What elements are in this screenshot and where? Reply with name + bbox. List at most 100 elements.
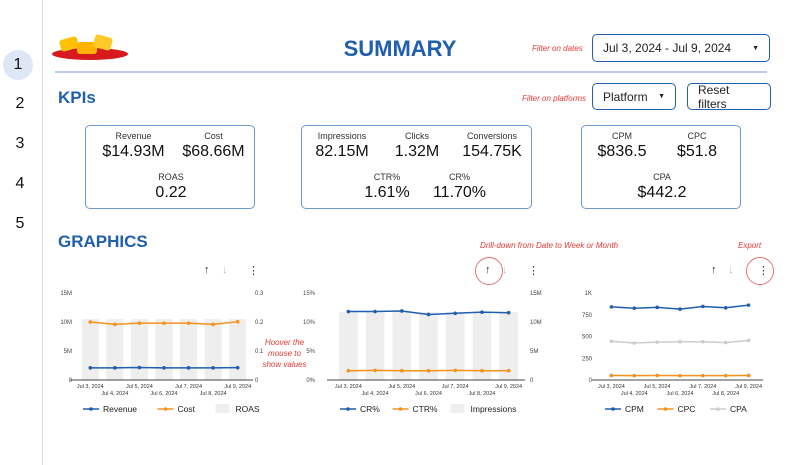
drill-down-icon[interactable]: ↓ bbox=[728, 264, 734, 276]
page-1[interactable]: 1 bbox=[3, 50, 33, 80]
drill-up-icon[interactable]: ↑ bbox=[485, 264, 491, 276]
cpc-label: CPC bbox=[687, 131, 707, 141]
bar-roas bbox=[81, 319, 99, 380]
point-revenue bbox=[235, 365, 240, 370]
legend-label: Cost bbox=[178, 404, 196, 414]
x-tick-label: Jul 6, 2024 bbox=[415, 391, 442, 397]
point-revenue bbox=[113, 366, 117, 370]
y2-tick-label: 0.1 bbox=[255, 349, 264, 355]
x-tick-label: Jul 5, 2024 bbox=[388, 384, 415, 390]
point-ctrpct bbox=[346, 368, 351, 373]
point-cpa bbox=[655, 340, 659, 344]
more-options-icon[interactable]: ⋮ bbox=[248, 265, 259, 277]
legend-swatch-dot bbox=[346, 407, 350, 411]
point-cost bbox=[113, 322, 117, 327]
x-tick-label: Jul 3, 2024 bbox=[598, 384, 625, 390]
page-4[interactable]: 4 bbox=[15, 175, 25, 192]
point-cpa bbox=[746, 338, 751, 343]
y-tick-label: 1K bbox=[585, 291, 592, 297]
x-tick-label: Jul 3, 2024 bbox=[335, 384, 362, 390]
y2-tick-label: 0.3 bbox=[255, 291, 264, 297]
x-tick-label: Jul 8, 2024 bbox=[468, 391, 495, 397]
drill-down-icon[interactable]: ↓ bbox=[502, 264, 508, 276]
x-tick-label: Jul 6, 2024 bbox=[151, 391, 178, 397]
kpi-card-costs: CPM $836.5 CPC $51.8 CPA $442.2 bbox=[581, 125, 741, 209]
y2-tick-label: 0 bbox=[530, 378, 534, 384]
page-2[interactable]: 2 bbox=[15, 95, 25, 112]
revenue-label: Revenue bbox=[115, 131, 152, 141]
point-revenue bbox=[88, 366, 93, 370]
bar-impressions bbox=[419, 312, 438, 380]
y-tick-label: 5M bbox=[64, 349, 72, 355]
ctr-value: 1.61% bbox=[364, 184, 410, 201]
drill-up-icon[interactable]: ↑ bbox=[204, 264, 210, 276]
revenue-value: $14.93M bbox=[102, 143, 165, 160]
cr-label: CR% bbox=[448, 172, 470, 182]
bar-impressions bbox=[472, 312, 492, 380]
x-tick-label: Jul 9, 2024 bbox=[224, 384, 251, 390]
more-options-icon[interactable]: ⋮ bbox=[758, 265, 769, 277]
more-options-icon[interactable]: ⋮ bbox=[528, 265, 539, 277]
x-tick-label: Jul 7, 2024 bbox=[175, 384, 202, 390]
cpa-label: CPA bbox=[653, 172, 671, 182]
point-cost bbox=[235, 319, 240, 324]
legend-swatch-dot bbox=[663, 407, 668, 411]
date-filter-note: Filter on dates bbox=[532, 44, 583, 53]
page-5[interactable]: 5 bbox=[15, 215, 25, 232]
date-range-value: Jul 3, 2024 - Jul 9, 2024 bbox=[603, 41, 732, 55]
bar-impressions bbox=[392, 312, 412, 380]
y2-tick-label: 15M bbox=[530, 291, 542, 297]
y-tick-label: 10M bbox=[60, 320, 72, 326]
cpm-value: $836.5 bbox=[597, 143, 647, 160]
point-cost bbox=[211, 322, 215, 327]
reset-filters-button[interactable]: Reset filters bbox=[687, 83, 771, 111]
legend-swatch-dot bbox=[163, 407, 168, 411]
platform-dropdown[interactable]: Platform ▼ bbox=[592, 83, 676, 110]
legend-swatch bbox=[450, 404, 465, 413]
drill-highlight bbox=[475, 257, 503, 285]
bar-roas bbox=[106, 319, 124, 380]
drill-note: Drill-down from Date to Week or Month bbox=[480, 241, 619, 250]
kpi-card-revenue: Revenue $14.93M Cost $68.66M ROAS 0.22 bbox=[85, 125, 255, 209]
x-tick-label: Jul 8, 2024 bbox=[712, 391, 739, 397]
x-tick-label: Jul 6, 2024 bbox=[667, 391, 694, 397]
legend-swatch-dot bbox=[611, 407, 615, 411]
y-tick-label: 15M bbox=[60, 291, 72, 297]
roas-value: 0.22 bbox=[155, 184, 187, 201]
bar-roas bbox=[179, 319, 198, 380]
x-tick-label: Jul 5, 2024 bbox=[126, 384, 153, 390]
y-tick-label: 0 bbox=[589, 378, 593, 384]
bar-impressions bbox=[339, 312, 358, 380]
point-revenue bbox=[137, 365, 142, 370]
point-revenue bbox=[186, 366, 191, 370]
cpm-label: CPM bbox=[612, 131, 632, 141]
point-ctrpct bbox=[373, 368, 377, 373]
cost-value: $68.66M bbox=[182, 143, 245, 160]
y-tick-label: 250 bbox=[582, 356, 593, 362]
x-tick-label: Jul 9, 2024 bbox=[495, 384, 522, 390]
export-highlight bbox=[746, 257, 774, 285]
roas-label: ROAS bbox=[158, 172, 184, 182]
page-3[interactable]: 3 bbox=[15, 135, 25, 152]
point-cpm bbox=[746, 303, 751, 307]
point-cpa bbox=[678, 339, 682, 344]
legend-label: Impressions bbox=[471, 404, 517, 414]
drill-up-icon[interactable]: ↑ bbox=[711, 264, 717, 276]
date-range-picker[interactable]: Jul 3, 2024 - Jul 9, 2024 ▼ bbox=[592, 34, 770, 62]
conversions-label: Conversions bbox=[466, 131, 518, 141]
point-revenue bbox=[162, 366, 166, 370]
point-crpct bbox=[426, 312, 431, 317]
x-tick-label: Jul 4, 2024 bbox=[621, 391, 648, 397]
point-crpct bbox=[480, 310, 484, 314]
drill-down-icon[interactable]: ↓ bbox=[222, 264, 228, 276]
point-crpct bbox=[506, 310, 511, 315]
x-tick-label: Jul 7, 2024 bbox=[442, 384, 469, 390]
conversions-value: 154.75K bbox=[462, 143, 522, 160]
caret-down-icon: ▼ bbox=[658, 93, 665, 100]
x-tick-label: Jul 3, 2024 bbox=[77, 384, 104, 390]
y-tick-label: 5% bbox=[306, 349, 315, 355]
point-cpm bbox=[655, 305, 659, 310]
